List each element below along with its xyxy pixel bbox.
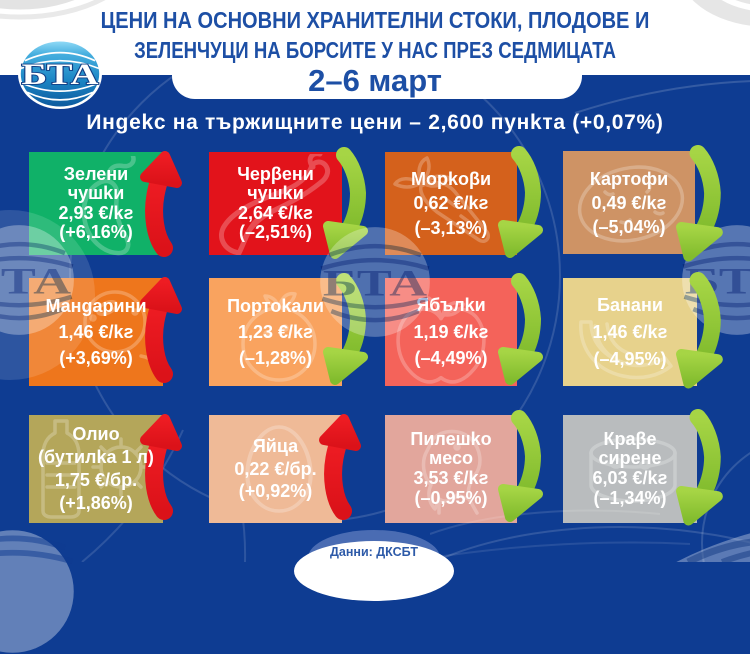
svg-text:БТА: БТА	[22, 59, 100, 91]
svg-text:БТА: БТА	[0, 260, 72, 301]
svg-text:БТА: БТА	[323, 262, 428, 303]
